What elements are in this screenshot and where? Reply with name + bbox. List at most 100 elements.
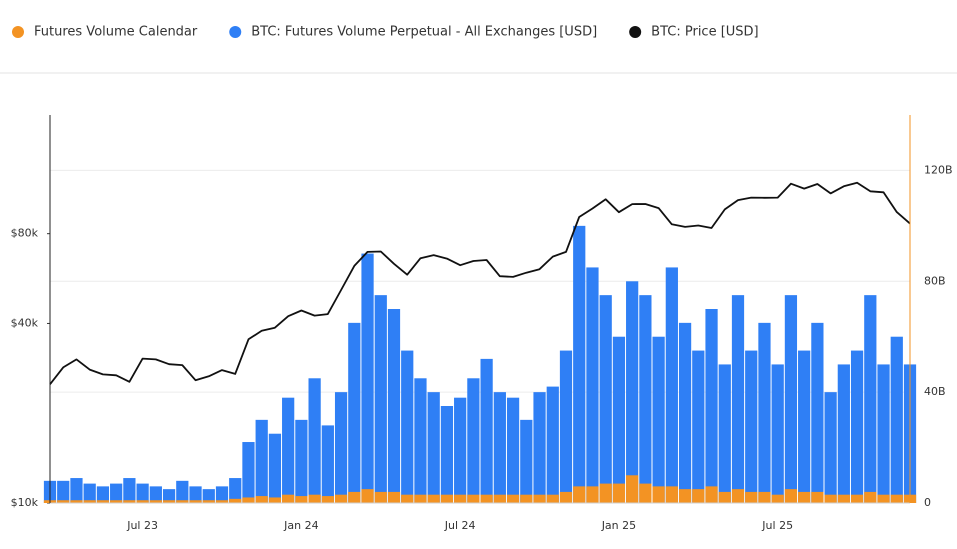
bar	[586, 267, 599, 503]
bar	[758, 322, 771, 503]
bar	[374, 491, 387, 503]
y2-tick-label: 40B	[924, 385, 946, 398]
bar	[282, 397, 295, 503]
bar	[189, 486, 202, 503]
bar	[96, 500, 110, 503]
bar	[387, 309, 401, 503]
bar	[559, 491, 573, 503]
bar	[136, 500, 149, 503]
bar	[520, 419, 533, 503]
y-tick-label: $10k	[11, 496, 39, 509]
bar	[321, 425, 334, 503]
bar	[718, 364, 731, 503]
bar	[162, 500, 176, 503]
bar	[745, 491, 758, 503]
bar	[57, 480, 70, 503]
bar	[255, 419, 268, 503]
bar	[745, 350, 758, 503]
bar	[520, 494, 533, 503]
bar	[414, 494, 427, 503]
bar	[361, 489, 374, 503]
bar	[149, 486, 162, 503]
bar	[295, 496, 308, 503]
bar	[771, 494, 784, 503]
bar	[215, 500, 229, 503]
bar	[57, 500, 70, 503]
bar	[467, 494, 480, 503]
bar	[427, 392, 440, 503]
bar	[850, 350, 864, 503]
bar	[811, 491, 824, 503]
bar	[480, 358, 493, 503]
bar	[440, 494, 454, 503]
bar	[480, 494, 493, 503]
bar	[176, 480, 189, 503]
bar	[705, 486, 718, 503]
bar	[308, 494, 321, 503]
bar	[374, 295, 387, 503]
bar	[639, 483, 652, 503]
bar	[784, 295, 798, 503]
bar	[440, 406, 454, 503]
x-tick-label: Jul 25	[761, 519, 793, 532]
bar	[401, 494, 414, 503]
bar	[136, 483, 149, 503]
y2-tick-label: 80B	[924, 274, 946, 287]
bar	[414, 378, 427, 503]
bar	[110, 483, 123, 503]
bar	[652, 336, 665, 503]
bar	[824, 494, 837, 503]
bar	[255, 496, 268, 503]
bar	[890, 336, 903, 503]
bar	[348, 491, 361, 503]
bar	[731, 489, 745, 503]
bar	[559, 350, 573, 503]
bar	[850, 494, 864, 503]
legend-label: Futures Volume Calendar	[34, 25, 198, 40]
bar	[427, 494, 440, 503]
bar	[890, 494, 903, 503]
bar	[202, 489, 215, 503]
bar	[678, 489, 692, 503]
bar	[811, 322, 824, 503]
bar	[70, 500, 83, 503]
bar	[612, 336, 626, 503]
bar	[242, 497, 255, 503]
bar	[176, 500, 189, 503]
bar	[202, 500, 215, 503]
bar	[546, 386, 559, 503]
bar	[798, 491, 811, 503]
bar	[83, 500, 96, 503]
bar	[758, 491, 771, 503]
bar	[308, 378, 321, 503]
bar	[533, 494, 546, 503]
y-tick-label: $80k	[11, 227, 39, 240]
x-tick-label: Jul 23	[126, 519, 158, 532]
bar	[837, 364, 850, 503]
y2-tick-label: 120B	[924, 163, 953, 176]
legend-swatch	[229, 26, 242, 38]
bar	[731, 295, 745, 503]
bar	[493, 494, 506, 503]
legend-swatch	[629, 26, 642, 38]
y2-tick-label: 0	[924, 496, 931, 509]
bar	[665, 267, 678, 503]
bar	[639, 295, 652, 503]
bar	[599, 483, 612, 503]
bar	[387, 491, 401, 503]
bar	[96, 486, 110, 503]
bar	[334, 392, 348, 503]
bar	[242, 442, 255, 503]
bar	[692, 489, 705, 503]
bar	[533, 392, 546, 503]
bar	[877, 494, 890, 503]
bar	[189, 500, 202, 503]
bar	[295, 419, 308, 503]
y-tick-label: $40k	[11, 316, 39, 329]
bar	[348, 322, 361, 503]
legend-swatch	[12, 26, 24, 38]
bar	[268, 497, 282, 503]
bar	[268, 433, 282, 503]
x-tick-label: Jan 25	[601, 519, 636, 532]
bar	[652, 486, 665, 503]
